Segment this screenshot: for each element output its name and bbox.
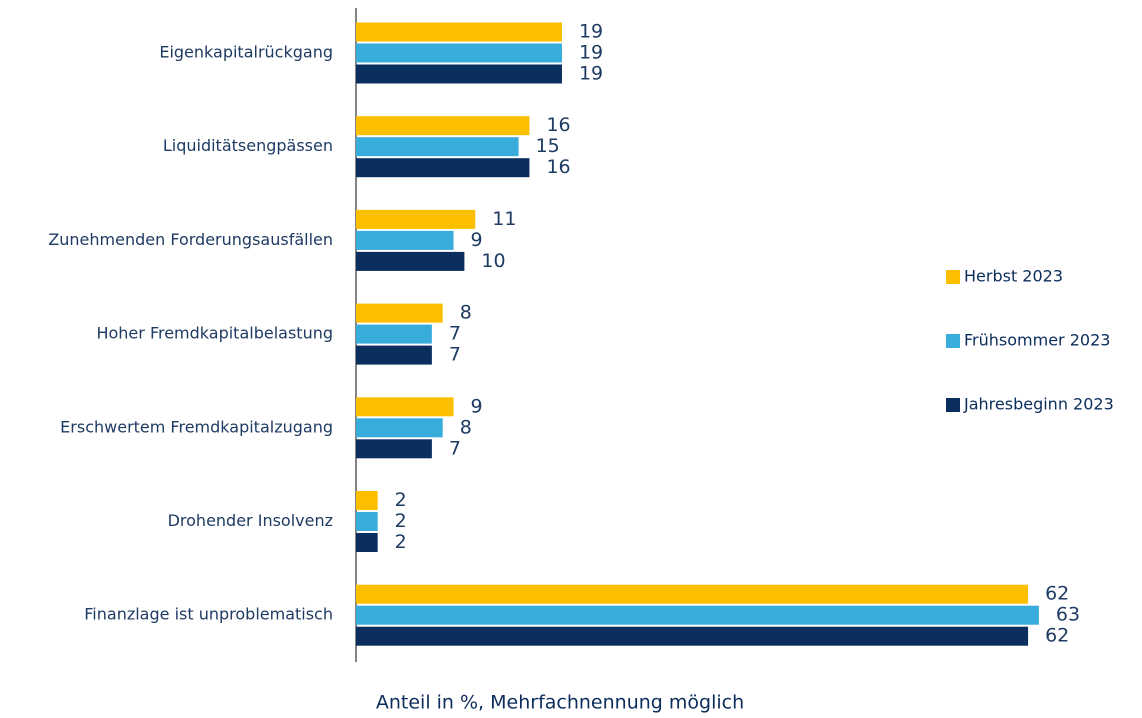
bar	[356, 324, 432, 344]
category-label: Finanzlage ist unproblematisch	[84, 605, 333, 624]
x-axis-label: Anteil in %, Mehrfachnennung möglich	[376, 692, 744, 714]
bar	[356, 397, 454, 417]
value-label: 7	[449, 344, 461, 366]
value-label: 7	[449, 323, 461, 345]
category-label: Zunehmenden Forderungsausfällen	[48, 230, 333, 249]
bar	[356, 209, 476, 229]
value-label: 15	[536, 135, 560, 157]
value-label: 8	[460, 416, 472, 438]
value-label: 19	[579, 42, 603, 64]
bar	[356, 626, 1029, 646]
bar	[356, 345, 432, 365]
value-label: 16	[546, 114, 570, 136]
bar	[356, 22, 562, 42]
bar	[356, 158, 530, 178]
category-label: Erschwertem Fremdkapitalzugang	[60, 417, 333, 436]
bar	[356, 251, 465, 271]
bar	[356, 605, 1039, 625]
bar	[356, 64, 562, 84]
category-label: Eigenkapitalrückgang	[159, 43, 333, 62]
bar	[356, 584, 1029, 604]
value-label: 2	[395, 489, 407, 511]
value-label: 9	[471, 395, 483, 417]
value-label: 10	[481, 250, 505, 272]
legend-swatch	[946, 270, 960, 284]
value-label: 63	[1056, 604, 1080, 626]
bar	[356, 137, 519, 157]
legend-swatch	[946, 334, 960, 348]
legend-label: Frühsommer 2023	[964, 331, 1110, 350]
legend-swatch	[946, 398, 960, 412]
category-label: Liquiditätsengpässen	[163, 136, 333, 155]
category-label: Drohender Insolvenz	[168, 511, 333, 530]
value-label: 62	[1045, 583, 1069, 605]
bar	[356, 418, 443, 438]
bar	[356, 230, 454, 250]
legend-label: Herbst 2023	[964, 267, 1063, 286]
value-label: 19	[579, 63, 603, 85]
bar	[356, 512, 378, 531]
value-label: 16	[546, 156, 570, 178]
value-label: 2	[395, 510, 407, 532]
bar	[356, 116, 530, 136]
bar	[356, 439, 432, 459]
value-label: 8	[460, 302, 472, 324]
value-label: 62	[1045, 625, 1069, 647]
bar	[356, 303, 443, 323]
bar	[356, 43, 562, 63]
legend-label: Jahresbeginn 2023	[963, 395, 1114, 414]
value-label: 11	[492, 208, 516, 230]
value-label: 2	[395, 531, 407, 553]
category-label: Hoher Fremdkapitalbelastung	[96, 324, 333, 343]
bar	[356, 533, 378, 552]
value-label: 9	[471, 229, 483, 251]
value-label: 7	[449, 437, 461, 459]
value-label: 19	[579, 21, 603, 43]
bar	[356, 491, 378, 510]
